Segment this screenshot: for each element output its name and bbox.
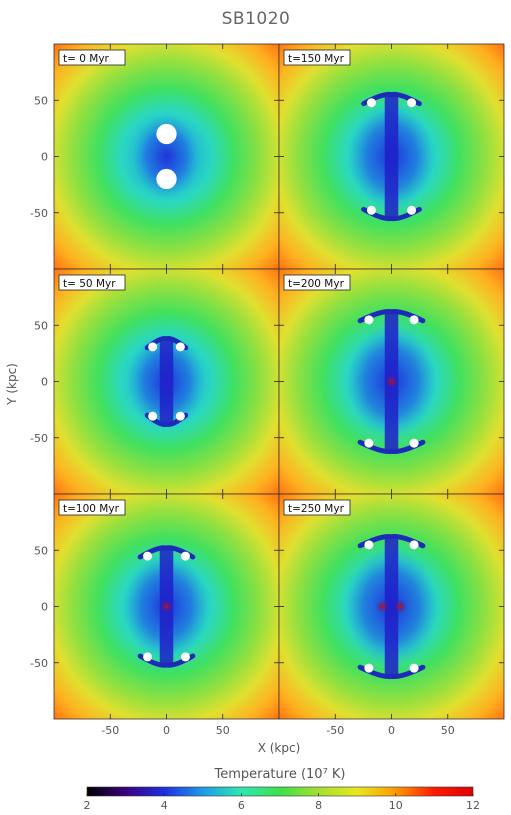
colorbar-tick-label: 10 [389, 799, 403, 812]
colorbar-label: Temperature (10⁷ K) [213, 767, 345, 782]
panel-5: t=250 Myr [278, 493, 505, 720]
x-tick-label: 0 [163, 724, 170, 737]
bubble [364, 663, 374, 673]
bubble [143, 551, 153, 561]
chart-title: SB1020 [222, 9, 291, 29]
colorbar-tick-label: 4 [161, 799, 168, 812]
x-tick-label: 0 [388, 724, 395, 737]
hot-spot [375, 599, 390, 614]
y-tick-label: 50 [34, 544, 48, 557]
bubble [409, 315, 419, 325]
hot-spot [393, 599, 408, 614]
time-label-text: t= 0 Myr [63, 53, 110, 65]
x-tick-label: 50 [216, 724, 230, 737]
bubble [409, 663, 419, 673]
panel-0: t= 0 Myr [53, 43, 280, 270]
bubble [175, 411, 185, 421]
jet-horn [361, 91, 422, 107]
x-tick-label: -50 [101, 724, 119, 737]
bubble [364, 540, 374, 550]
bubble [366, 205, 376, 215]
jet-column [159, 338, 174, 425]
bubble [148, 342, 158, 352]
y-axis-label: Y (kpc) [5, 363, 19, 406]
bubble [180, 652, 190, 662]
panel-2: t= 50 Myr [53, 268, 280, 495]
y-tick-label: -50 [30, 207, 48, 220]
jet-horn [144, 336, 189, 351]
panel-grid: t= 0 Myr t=150 Myr t= 50 Myr t=200 Myr t=100… [53, 43, 505, 720]
time-label-text: t=200 Myr [288, 278, 345, 290]
bubble [175, 342, 185, 352]
panel-time-label: t=200 Myr [283, 274, 351, 291]
bubble [156, 168, 177, 190]
core-region [132, 114, 201, 199]
x-axis-label: X (kpc) [258, 741, 301, 755]
y-axis: 50 0 -50 50 0 -50 50 0 -50 [30, 94, 48, 670]
y-tick-label: -50 [30, 657, 48, 670]
jet-horn [361, 206, 422, 222]
bubble [364, 315, 374, 325]
bubble [364, 438, 374, 448]
bubble [143, 652, 153, 662]
y-tick-label: -50 [30, 432, 48, 445]
y-tick-label: 50 [34, 94, 48, 107]
panel-time-label: t=150 Myr [283, 49, 351, 66]
x-tick-label: 50 [441, 724, 455, 737]
colorbar-ticks: 2 4 6 8 10 12 [84, 793, 480, 812]
x-tick-label: -50 [326, 724, 344, 737]
y-tick-label: 0 [41, 376, 48, 389]
bubble [407, 205, 417, 215]
jet-horn [357, 439, 426, 455]
time-label-text: t=150 Myr [288, 53, 345, 65]
y-tick-label: 50 [34, 319, 48, 332]
jet-horn [357, 664, 426, 680]
colorbar [86, 786, 474, 797]
jet-column [384, 94, 399, 219]
bubble [366, 98, 376, 108]
time-label-text: t= 50 Myr [63, 278, 116, 290]
bubble [156, 123, 177, 145]
hot-spot [159, 599, 174, 614]
jet-column [384, 536, 399, 677]
bubble [407, 98, 417, 108]
colorbar-tick-label: 6 [238, 799, 245, 812]
x-axis: -50 0 50 -50 0 50 [101, 724, 454, 737]
colorbar-tick-label: 12 [466, 799, 480, 812]
jet-horn [137, 653, 196, 668]
jet-horn [357, 533, 426, 549]
time-label-text: t=250 Myr [288, 503, 345, 515]
jet-horn [144, 412, 189, 427]
bubble [409, 438, 419, 448]
colorbar-tick-label: 2 [84, 799, 91, 812]
jet-horn [357, 308, 426, 324]
y-tick-label: 0 [41, 601, 48, 614]
panel-1: t=150 Myr [278, 43, 505, 270]
time-label-text: t=100 Myr [63, 503, 120, 515]
panel-time-label: t= 50 Myr [58, 274, 126, 291]
panel-time-label: t= 0 Myr [58, 49, 126, 66]
bubble [180, 551, 190, 561]
panel-4: t=100 Myr [53, 493, 280, 720]
colorbar-tick-label: 8 [315, 799, 322, 812]
panel-time-label: t=250 Myr [283, 499, 351, 516]
panel-3: t=200 Myr [278, 268, 505, 495]
y-tick-label: 0 [41, 151, 48, 164]
jet-horn [137, 545, 196, 560]
hot-spot [384, 374, 399, 389]
panel-time-label: t=100 Myr [58, 499, 126, 516]
bubble [148, 411, 158, 421]
bubble [409, 540, 419, 550]
